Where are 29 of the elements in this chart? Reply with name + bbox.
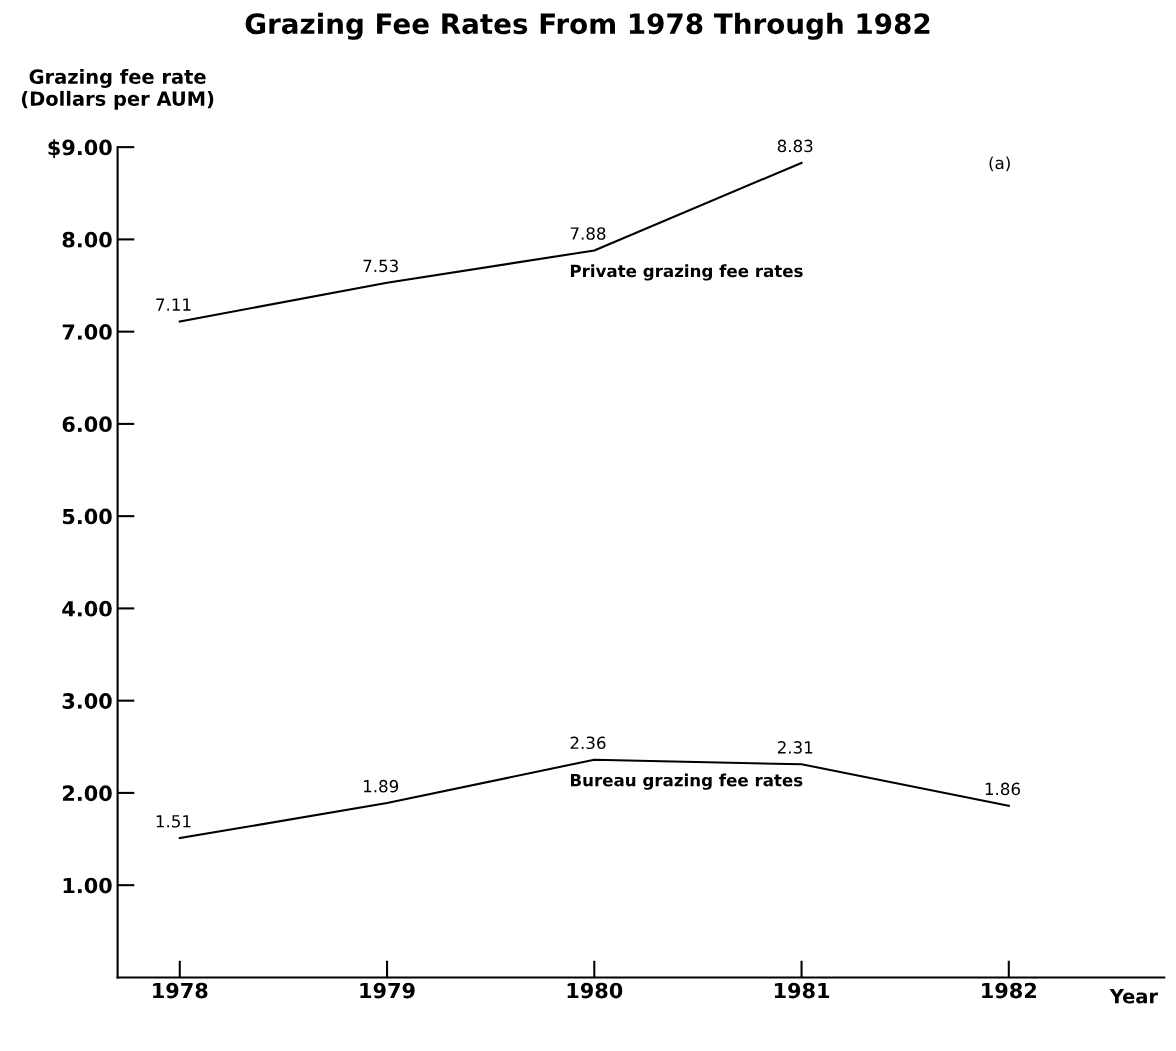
y-tick-label: 6.00 xyxy=(62,416,112,433)
y-axis-title: Grazing fee rate (Dollars per AUM) xyxy=(21,68,214,110)
x-tick-label: 1978 xyxy=(153,982,208,999)
data-label: 1.86 xyxy=(985,782,1020,796)
data-label: 7.11 xyxy=(156,298,191,311)
x-tick-label: 1979 xyxy=(360,982,415,999)
y-tick-label: $9.00 xyxy=(48,139,112,159)
data-label: 7.53 xyxy=(363,259,398,273)
annotation: (a) xyxy=(989,156,1010,172)
x-tick-label: 1980 xyxy=(567,982,623,999)
data-label: 1.51 xyxy=(156,815,191,828)
y-tick-label: 8.00 xyxy=(62,231,112,248)
data-label: 8.83 xyxy=(777,139,813,153)
y-tick-label: 7.00 xyxy=(62,324,112,340)
series-label: Private grazing fee rates xyxy=(570,264,803,281)
x-axis-title: Year xyxy=(1109,989,1158,1004)
y-tick-label: 2.00 xyxy=(62,785,112,802)
y-tick-label: 5.00 xyxy=(62,508,112,525)
y-tick-label: 1.00 xyxy=(63,877,112,894)
chart-title: Grazing Fee Rates From 1978 Through 1982 xyxy=(245,12,930,40)
y-tick-label: 4.00 xyxy=(62,600,112,617)
x-tick-label: 1982 xyxy=(982,982,1036,999)
data-label: 2.36 xyxy=(570,736,606,750)
data-label: 2.31 xyxy=(777,741,813,754)
data-label: 1.89 xyxy=(363,779,399,793)
series-label: Bureau grazing fee rates xyxy=(570,773,803,790)
x-tick-label: 1981 xyxy=(774,982,830,999)
y-tick-label: 3.00 xyxy=(62,693,112,709)
data-label: 7.88 xyxy=(570,227,606,240)
